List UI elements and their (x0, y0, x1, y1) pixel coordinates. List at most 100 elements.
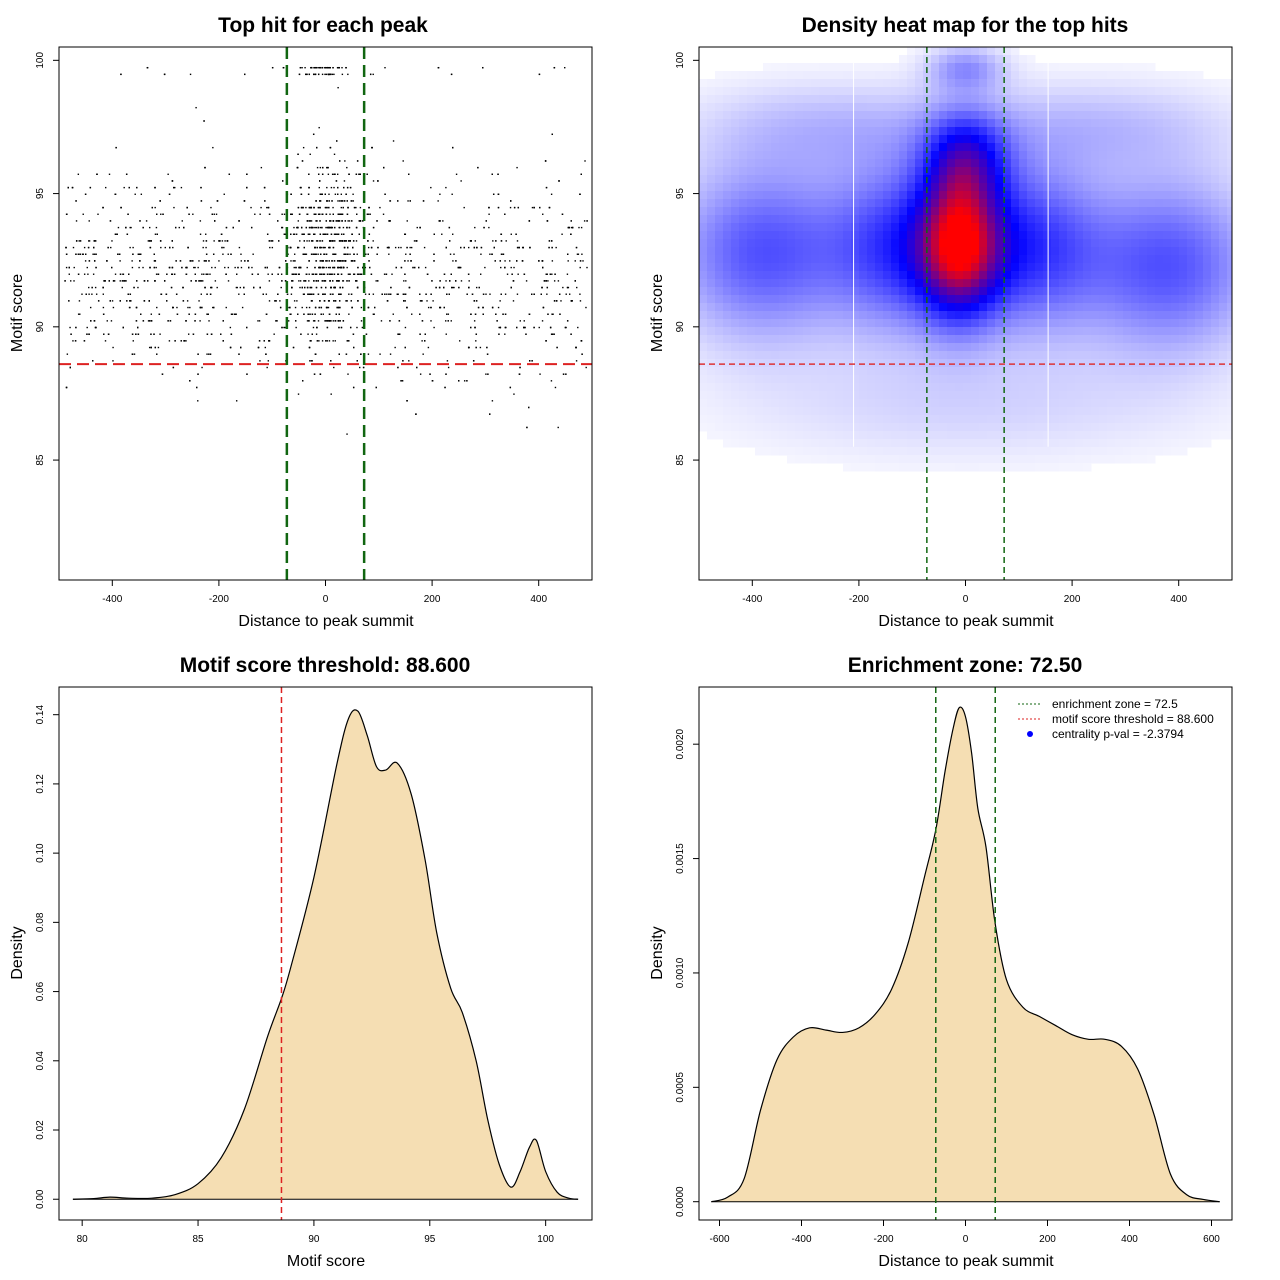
heatmap-cell (955, 247, 964, 256)
scatter-point (316, 240, 319, 242)
scatter-point (359, 173, 361, 175)
heatmap-cell (1195, 95, 1204, 104)
scatter-point (498, 333, 500, 335)
heatmap-cell (1155, 127, 1164, 136)
scatter-point (318, 186, 320, 189)
heatmap-cell (899, 239, 908, 248)
scatter-point (542, 213, 544, 215)
scatter-point (368, 260, 370, 262)
scatter-point (224, 266, 226, 269)
heatmap-cell (795, 215, 804, 224)
heatmap-cell (1171, 119, 1180, 128)
scatter-point (243, 293, 245, 295)
heatmap-cell (1179, 167, 1188, 176)
heatmap-cell (1067, 63, 1076, 72)
heatmap-cell (939, 207, 948, 216)
heatmap-cell (755, 231, 764, 240)
heatmap-cell (755, 255, 764, 264)
scatter-point (512, 280, 515, 282)
heatmap-cell (899, 95, 908, 104)
scatter-point (395, 266, 397, 269)
heatmap-cell (1011, 103, 1020, 112)
heatmap-cell (771, 239, 780, 248)
heatmap-cell (1043, 111, 1052, 120)
heatmap-cell (1227, 191, 1232, 200)
scatter-point (327, 320, 329, 322)
heatmap-cell (867, 279, 876, 288)
scatter-point (131, 266, 134, 269)
heatmap-cell (875, 127, 884, 136)
heatmap-cell (955, 127, 964, 136)
heatmap-cell (1083, 95, 1092, 104)
scatter-point (346, 300, 348, 302)
heatmap-cell (907, 247, 916, 256)
heatmap-cell (1163, 199, 1172, 208)
scatter-point (324, 246, 326, 249)
heatmap-cell (1059, 87, 1068, 96)
scatter-point (400, 380, 402, 382)
scatter-point (345, 193, 347, 195)
scatter-point (418, 266, 420, 269)
heatmap-cell (1003, 111, 1012, 120)
heatmap-cell (955, 287, 964, 296)
scatter-point (310, 206, 313, 209)
scatter-point (318, 266, 321, 269)
heatmap-cell (1123, 239, 1132, 248)
scatter-point (344, 240, 346, 242)
scatter-point (334, 226, 336, 229)
scatter-point (306, 213, 309, 215)
heatmap-cell (875, 199, 884, 208)
heatmap-cell (963, 231, 972, 240)
scatter-point (355, 173, 358, 175)
heatmap-cell (1019, 279, 1028, 288)
heatmap-cell (939, 103, 948, 112)
scatter-point (348, 240, 350, 242)
scatter-point (218, 240, 220, 242)
heatmap-cell (811, 111, 820, 120)
scatter-point (562, 286, 564, 289)
heatmap-cell (1091, 135, 1100, 144)
scatter-point (133, 286, 135, 289)
heatmap-cell (1131, 127, 1140, 136)
heatmap-cell (915, 79, 924, 88)
heatmap-cell (1019, 87, 1028, 96)
heatmap-cell (867, 207, 876, 216)
heatmap-cell (939, 271, 948, 280)
scatter-point (352, 273, 355, 275)
scatter-point (330, 186, 333, 189)
scatter-point (159, 200, 161, 202)
heatmap-cell (1227, 135, 1232, 144)
scatter-point (458, 380, 460, 382)
heatmap-cell (787, 127, 796, 136)
heatmap-cell (907, 159, 916, 168)
heatmap-cell (1123, 287, 1132, 296)
scatter-point (313, 320, 316, 322)
heatmap-cell (987, 247, 996, 256)
scatter-point (320, 313, 322, 315)
heatmap-cell (803, 255, 812, 264)
heatmap-cell (979, 87, 988, 96)
heatmap-cell (1011, 63, 1020, 72)
heatmap-cell (859, 87, 868, 96)
scatter-point (329, 146, 332, 149)
scatter-point (367, 306, 370, 309)
scatter-point (70, 280, 72, 282)
heatmap-cell (763, 287, 772, 296)
heatmap-cell (763, 95, 772, 104)
heatmap-cell (859, 271, 868, 280)
scatter-point (68, 300, 70, 302)
scatter-point (142, 266, 144, 269)
heatmap-cell (875, 143, 884, 152)
heatmap-cell (1003, 119, 1012, 128)
heatmap-cell (875, 215, 884, 224)
heatmap-cell (995, 111, 1004, 120)
heatmap-cell (835, 111, 844, 120)
heatmap-cell (1091, 127, 1100, 136)
heatmap-cell (1003, 215, 1012, 224)
scatter-point (155, 266, 157, 269)
scatter-point (457, 266, 459, 269)
scatter-point (460, 246, 462, 249)
heatmap-cell (771, 175, 780, 184)
scatter-point (567, 260, 569, 262)
heatmap-cell (891, 151, 900, 160)
